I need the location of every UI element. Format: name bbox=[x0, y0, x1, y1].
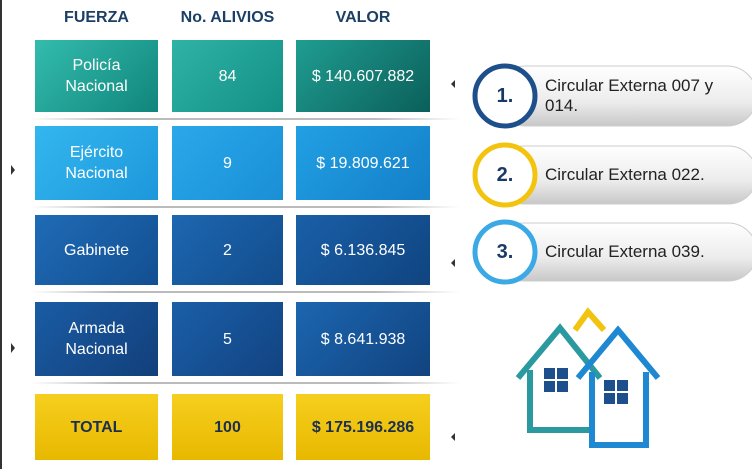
row-separator bbox=[30, 382, 460, 384]
table-cell: 84 bbox=[172, 40, 283, 112]
arrow bbox=[11, 343, 15, 353]
table-cell: $ 140.607.882 bbox=[296, 40, 430, 112]
circular-label: Circular Externa 022. bbox=[545, 165, 705, 184]
table-cell: Gabinete bbox=[35, 215, 158, 285]
table-cell: Policía Nacional bbox=[35, 40, 158, 112]
total-cell: TOTAL bbox=[35, 394, 158, 460]
table-cell: $ 19.809.621 bbox=[296, 126, 430, 200]
table-cell: 5 bbox=[172, 302, 283, 376]
table-cell: Armada Nacional bbox=[35, 302, 158, 376]
total-cell: $ 175.196.286 bbox=[296, 394, 430, 460]
table-cell: Ejército Nacional bbox=[35, 126, 158, 200]
column-header: VALOR bbox=[335, 9, 391, 26]
circular-label: Circular Externa 039. bbox=[545, 242, 705, 261]
table-cell: $ 8.641.938 bbox=[296, 302, 430, 376]
circular-number: 3. bbox=[496, 240, 514, 263]
column-header: FUERZA bbox=[64, 9, 129, 26]
arrow bbox=[451, 80, 455, 88]
circular-number: 2. bbox=[496, 163, 514, 186]
circular-label: Circular Externa 007 y 014. bbox=[545, 76, 714, 115]
row-separator bbox=[30, 206, 460, 208]
column-header: No. ALIVIOS bbox=[180, 9, 275, 26]
row-separator bbox=[30, 118, 460, 120]
circular-number: 1. bbox=[496, 84, 514, 107]
row-separator bbox=[30, 291, 460, 293]
arrow bbox=[11, 165, 15, 175]
table-cell: $ 6.136.845 bbox=[296, 215, 430, 285]
arrow bbox=[451, 433, 455, 441]
total-cell: 100 bbox=[172, 394, 283, 460]
table-cell: 9 bbox=[172, 126, 283, 200]
house-icon bbox=[515, 307, 661, 448]
arrow bbox=[451, 259, 455, 267]
pills bbox=[472, 63, 752, 285]
table-cell: 2 bbox=[172, 215, 283, 285]
